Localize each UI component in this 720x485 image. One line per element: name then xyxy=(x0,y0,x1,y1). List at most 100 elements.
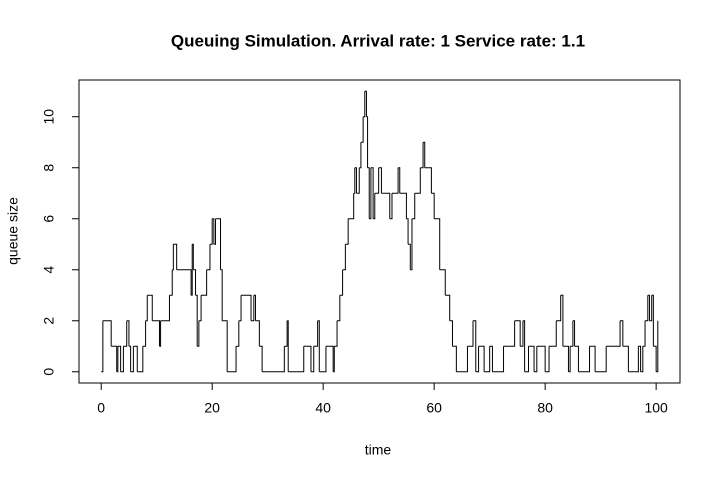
step-segment xyxy=(222,320,228,372)
step-segment xyxy=(452,345,457,372)
x-tick-label: 0 xyxy=(97,400,105,416)
step-segment xyxy=(545,346,550,373)
step-segment xyxy=(241,294,252,321)
step-segment xyxy=(467,320,474,347)
step-segment xyxy=(589,345,596,372)
step-segment xyxy=(363,91,366,118)
step-segment xyxy=(578,346,591,373)
step-segment xyxy=(353,167,356,194)
step-segment xyxy=(536,345,546,372)
step-segment xyxy=(489,345,493,372)
step-segment xyxy=(145,295,148,322)
step-segment xyxy=(642,320,646,347)
step-segment xyxy=(595,346,607,373)
step-segment xyxy=(319,346,327,373)
y-tick-label: 10 xyxy=(41,109,57,125)
y-tick-label: 8 xyxy=(41,164,57,172)
step-segment xyxy=(406,218,409,245)
step-segment xyxy=(570,320,574,347)
step-segment xyxy=(102,320,112,347)
step-segment xyxy=(111,345,118,372)
step-segment xyxy=(562,345,569,372)
step-segment xyxy=(356,167,360,194)
step-segment xyxy=(560,294,564,347)
step-segment xyxy=(354,167,357,194)
step-segment xyxy=(126,320,130,347)
y-axis-label: queue size xyxy=(5,197,21,265)
step-segment xyxy=(381,192,391,219)
step-segment xyxy=(160,295,170,322)
step-segment xyxy=(359,142,362,169)
step-segment xyxy=(645,295,649,322)
step-segment xyxy=(622,345,629,372)
step-segment xyxy=(369,167,372,220)
step-segment xyxy=(478,345,485,372)
y-tick-label: 0 xyxy=(41,368,57,376)
step-segment xyxy=(656,320,659,373)
step-segment xyxy=(423,141,426,168)
step-segment xyxy=(620,320,624,347)
step-segment xyxy=(522,320,526,372)
step-segment xyxy=(284,320,288,347)
step-segment xyxy=(514,320,521,347)
x-axis-label: time xyxy=(365,442,392,458)
x-tick-label: 60 xyxy=(426,400,442,416)
step-segment xyxy=(408,243,411,270)
chart-title: Queuing Simulation. Arrival rate: 1 Serv… xyxy=(171,31,585,50)
step-segment xyxy=(606,320,621,347)
x-tick-label: 20 xyxy=(204,400,220,416)
step-segment xyxy=(130,346,134,373)
step-segment xyxy=(212,218,215,245)
step-segment xyxy=(420,142,424,169)
step-segment xyxy=(366,116,369,168)
step-segment xyxy=(101,320,104,373)
x-tick-label: 100 xyxy=(644,400,668,416)
step-segment xyxy=(287,320,289,372)
step-segment xyxy=(475,346,480,373)
step-segment xyxy=(568,346,571,373)
step-segment xyxy=(333,346,335,373)
step-segment xyxy=(133,345,138,372)
step-segment xyxy=(360,116,364,143)
step-segment xyxy=(209,218,213,245)
step-segment xyxy=(152,320,160,347)
step-segment xyxy=(524,346,530,373)
step-segment xyxy=(120,346,124,373)
step-segment xyxy=(484,346,491,373)
step-segment xyxy=(411,193,416,220)
y-tick-label: 4 xyxy=(41,266,57,274)
step-segment xyxy=(520,320,524,347)
step-segment xyxy=(142,320,147,347)
step-segment xyxy=(123,320,128,347)
step-segment xyxy=(528,345,535,372)
step-segment xyxy=(449,320,453,347)
step-segment xyxy=(445,294,451,321)
step-segment xyxy=(345,218,349,245)
step-segment xyxy=(117,345,122,372)
step-segment xyxy=(572,320,576,347)
step-segment xyxy=(398,167,401,194)
step-segment xyxy=(574,345,579,372)
step-segment xyxy=(173,243,178,270)
step-segment xyxy=(215,218,222,270)
step-segment xyxy=(399,192,407,219)
step-segment xyxy=(434,218,441,270)
step-segment xyxy=(128,345,132,372)
step-segment xyxy=(251,295,255,322)
step-segment xyxy=(337,295,341,322)
step-segment xyxy=(640,346,644,373)
step-segment xyxy=(116,346,119,373)
step-segment xyxy=(197,320,200,347)
step-segment xyxy=(348,193,355,220)
step-segment xyxy=(374,167,380,194)
step-segment xyxy=(238,295,242,322)
step-segment xyxy=(220,269,223,321)
step-segment xyxy=(334,320,338,347)
x-tick-label: 80 xyxy=(537,400,553,416)
step-segment xyxy=(649,295,653,322)
step-segment xyxy=(367,167,370,219)
step-segment xyxy=(310,346,315,373)
step-segment xyxy=(313,320,319,347)
